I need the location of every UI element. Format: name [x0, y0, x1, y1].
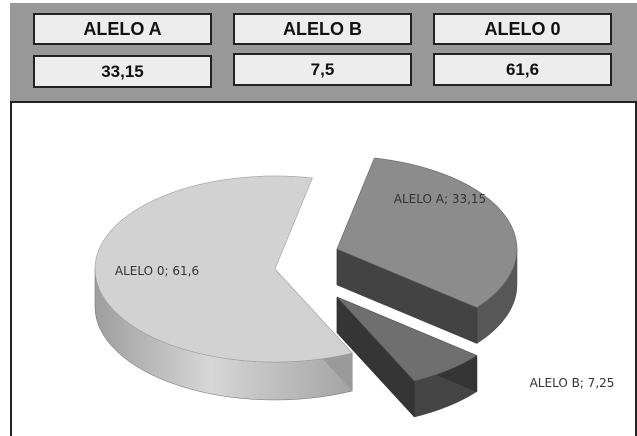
pie-slice-top-2 — [94, 175, 353, 363]
pie-data-label-0: ALELO A; 33,15 — [394, 192, 486, 206]
pie-slice-1 — [336, 296, 478, 418]
value-alelo-0: 61,6 — [433, 53, 612, 86]
pie-slice-top-1 — [336, 296, 478, 382]
pie-slice-top-0 — [336, 157, 518, 308]
header-alelo-a: ALELO A — [33, 13, 212, 45]
header-alelo-b: ALELO B — [233, 13, 412, 45]
value-alelo-a: 33,15 — [33, 55, 212, 88]
pie-chart: ALELO A; 33,15 ALELO B; 7,25 ALELO 0; 61,6 — [94, 157, 615, 418]
pie-chart-area: ALELO A; 33,15 ALELO B; 7,25 ALELO 0; 61,6 — [10, 101, 637, 436]
pie-slice-2 — [94, 175, 353, 401]
pie-data-label-1: ALELO B; 7,25 — [530, 376, 615, 390]
value-alelo-b: 7,5 — [233, 53, 412, 86]
header-alelo-0: ALELO 0 — [433, 13, 612, 45]
pie-data-label-2: ALELO 0; 61,6 — [115, 264, 199, 278]
pie-slice-0 — [336, 157, 518, 344]
